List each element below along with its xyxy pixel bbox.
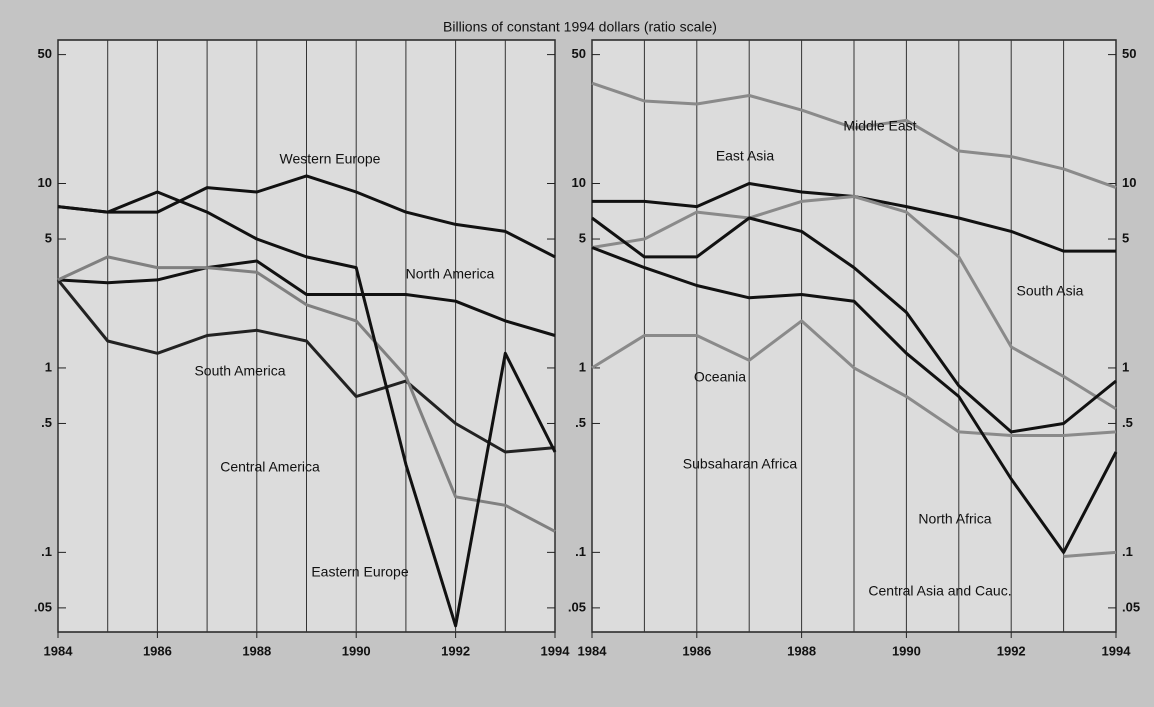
series-line (57, 255, 556, 533)
series-line (57, 190, 557, 628)
y-tick-label: .1 (1122, 544, 1133, 559)
series-line (591, 246, 1118, 554)
x-tick-label: 1990 (892, 643, 921, 658)
y-tick-label: .05 (34, 599, 52, 614)
x-tick-label: 1992 (997, 643, 1026, 658)
series-label: Subsaharan Africa (683, 456, 798, 472)
y-tick-label: 10 (572, 175, 586, 190)
series-line (56, 278, 556, 454)
y-tick-label: 50 (572, 46, 586, 61)
series-label: South America (194, 363, 285, 379)
y-tick-label: 1 (579, 359, 586, 374)
series-label: Central America (220, 459, 320, 475)
y-tick-label: .05 (1122, 599, 1140, 614)
series-label: Oceania (694, 369, 746, 385)
series-line (57, 259, 556, 337)
y-tick-label: 50 (1122, 46, 1136, 61)
series-label: North Africa (918, 511, 991, 527)
y-tick-label: 50 (38, 46, 52, 61)
x-tick-label: 1984 (578, 643, 608, 658)
series-line (591, 319, 1117, 437)
series-label: Central Asia and Cauc. (868, 583, 1011, 599)
series-line (591, 195, 1117, 411)
x-tick-label: 1990 (342, 643, 371, 658)
x-tick-label: 1986 (682, 643, 711, 658)
series-line (591, 81, 1117, 190)
x-tick-label: 1988 (242, 643, 271, 658)
y-tick-label: 5 (45, 230, 52, 245)
x-tick-label: 1994 (1102, 643, 1132, 658)
series-line (1063, 550, 1117, 558)
y-tick-label: .5 (575, 415, 586, 430)
series-label: Western Europe (280, 151, 381, 167)
y-tick-label: .5 (41, 415, 52, 430)
x-tick-label: 1986 (143, 643, 172, 658)
series-label: East Asia (716, 148, 775, 164)
series-label: Middle East (843, 118, 916, 134)
y-tick-label: .05 (568, 599, 586, 614)
series-line (57, 174, 556, 259)
x-tick-label: 1994 (541, 643, 571, 658)
series-label: North America (406, 266, 495, 282)
y-tick-label: 1 (45, 359, 52, 374)
x-tick-label: 1988 (787, 643, 816, 658)
x-tick-label: 1992 (441, 643, 470, 658)
chart-title: Billions of constant 1994 dollars (ratio… (443, 19, 717, 35)
y-tick-label: 5 (579, 230, 586, 245)
y-tick-label: 10 (38, 175, 52, 190)
series-line (591, 216, 1117, 434)
x-tick-label: 1984 (44, 643, 74, 658)
y-tick-label: .1 (575, 544, 586, 559)
y-tick-label: .1 (41, 544, 52, 559)
y-tick-label: .5 (1122, 415, 1133, 430)
series-label: South Asia (1017, 283, 1084, 299)
series-label: Eastern Europe (311, 564, 408, 580)
y-tick-label: 5 (1122, 230, 1129, 245)
y-tick-label: 10 (1122, 175, 1136, 190)
y-tick-label: 1 (1122, 359, 1129, 374)
